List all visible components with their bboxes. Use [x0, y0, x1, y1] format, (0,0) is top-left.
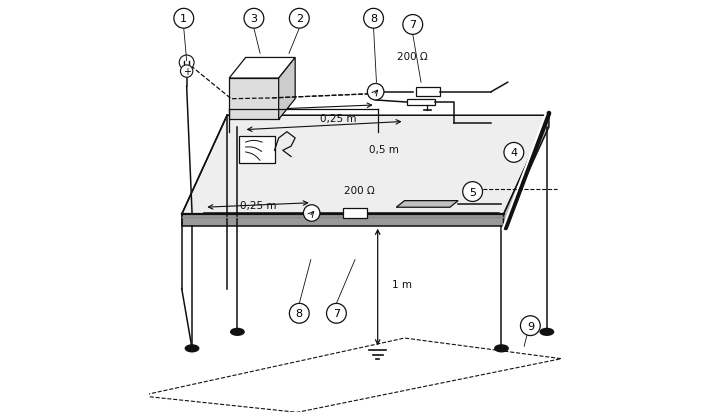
- Bar: [417, 88, 440, 97]
- Text: 7: 7: [333, 309, 340, 318]
- Text: 0,25 m: 0,25 m: [320, 114, 356, 124]
- Bar: [343, 209, 367, 218]
- Bar: [407, 100, 435, 106]
- Ellipse shape: [540, 328, 555, 336]
- Text: 9: 9: [527, 321, 534, 331]
- Ellipse shape: [494, 344, 509, 353]
- Text: 0,25 m: 0,25 m: [240, 201, 276, 211]
- Polygon shape: [503, 116, 549, 226]
- Text: 0,5 m: 0,5 m: [369, 145, 399, 155]
- Text: 200 Ω: 200 Ω: [344, 185, 374, 195]
- Polygon shape: [182, 215, 503, 226]
- Ellipse shape: [185, 344, 200, 353]
- Text: 8: 8: [296, 309, 303, 318]
- Text: +: +: [182, 67, 191, 77]
- Text: 3: 3: [251, 14, 258, 24]
- Text: 2: 2: [296, 14, 303, 24]
- Circle shape: [403, 16, 422, 35]
- Circle shape: [180, 66, 193, 78]
- Text: 200 Ω: 200 Ω: [398, 52, 428, 62]
- Text: 1: 1: [180, 14, 187, 24]
- Circle shape: [174, 9, 194, 29]
- Text: 5: 5: [469, 187, 476, 197]
- Circle shape: [504, 143, 524, 163]
- Polygon shape: [396, 201, 458, 208]
- Circle shape: [520, 316, 540, 336]
- Text: 7: 7: [409, 20, 416, 31]
- Polygon shape: [278, 58, 295, 120]
- Circle shape: [327, 304, 346, 323]
- Circle shape: [367, 84, 384, 101]
- Text: 4: 4: [510, 148, 518, 158]
- Text: 8: 8: [370, 14, 377, 24]
- Circle shape: [290, 9, 309, 29]
- Circle shape: [179, 56, 194, 71]
- Circle shape: [290, 304, 309, 323]
- Text: 1 m: 1 m: [392, 280, 412, 290]
- Bar: [239, 137, 275, 163]
- Polygon shape: [229, 79, 278, 120]
- Polygon shape: [182, 116, 549, 215]
- Polygon shape: [229, 58, 295, 79]
- Circle shape: [463, 182, 483, 202]
- Circle shape: [244, 9, 264, 29]
- Ellipse shape: [230, 328, 245, 336]
- Circle shape: [303, 205, 320, 222]
- Circle shape: [364, 9, 383, 29]
